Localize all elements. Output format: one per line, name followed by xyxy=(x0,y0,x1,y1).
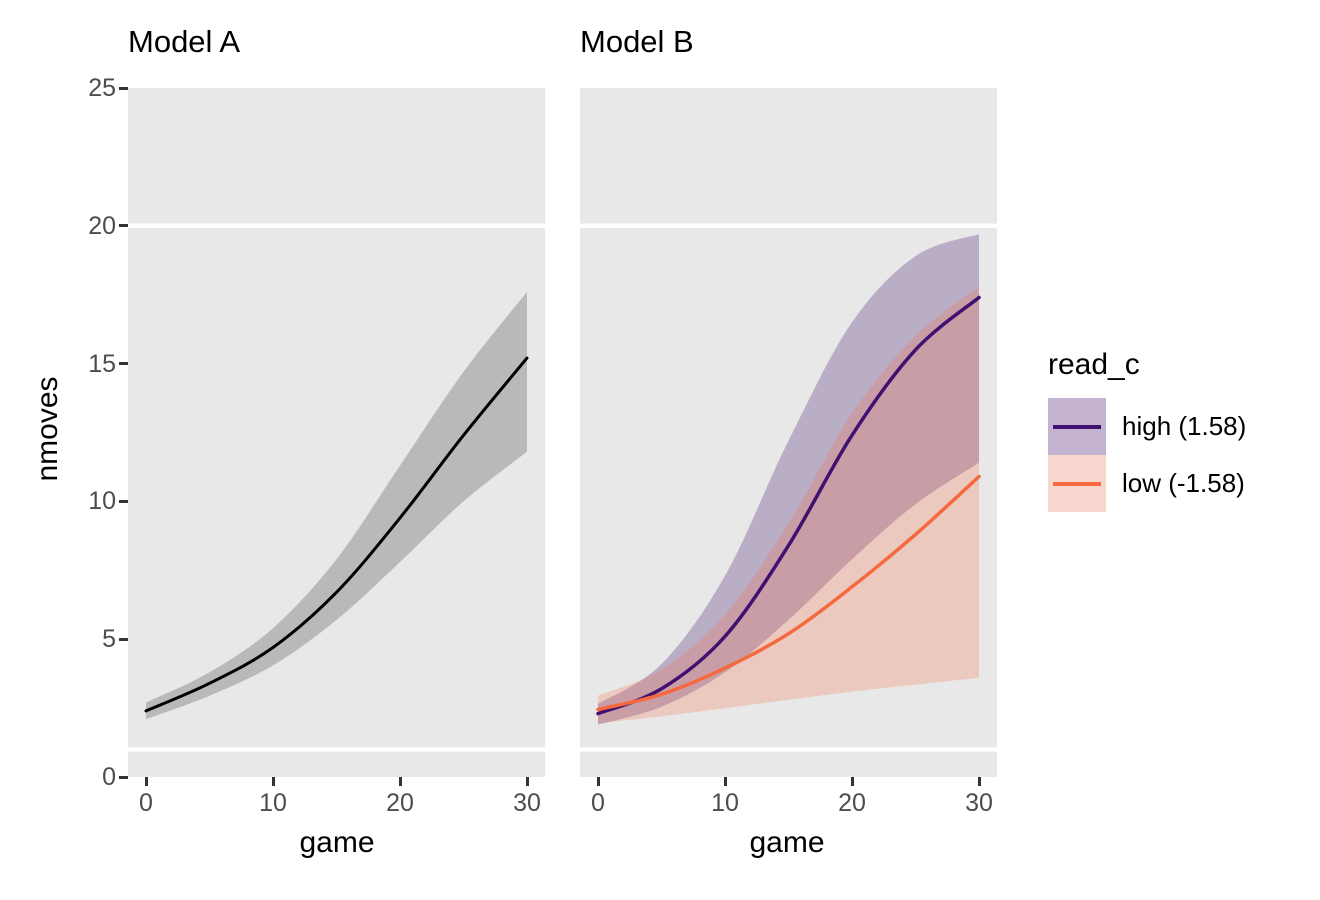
y-tick-mark-25 xyxy=(119,86,128,90)
fit-line-low-1-58- xyxy=(596,474,981,712)
legend-key-high-ribbon-swatch xyxy=(1048,398,1106,455)
x-tick-mark-10 xyxy=(271,777,275,786)
legend-label-high: high (1.58) xyxy=(1122,411,1247,441)
x-tick-label-0: 0 xyxy=(591,789,605,817)
y-tick-mark-15 xyxy=(119,362,128,366)
x-axis-title-panel-b: game xyxy=(749,826,825,859)
gridline-y-1 xyxy=(128,747,545,752)
legend-label-low: low (-1.58) xyxy=(1122,468,1245,498)
ribbon-fit xyxy=(146,291,527,720)
ribbon-low-1-58- xyxy=(598,286,979,724)
y-tick-label-10: 10 xyxy=(88,487,116,516)
legend: read_c high (1.58) low (-1.58) xyxy=(1048,348,1246,512)
x-tick-mark-30 xyxy=(977,777,981,786)
panel-b-title: Model B xyxy=(580,24,694,59)
x-tick-label-20: 20 xyxy=(386,789,414,817)
x-tick-mark-20 xyxy=(398,777,402,786)
legend-entry-low: low (-1.58) xyxy=(1048,455,1246,512)
x-tick-mark-0 xyxy=(144,777,148,786)
legend-key-low-ribbon-swatch xyxy=(1048,455,1106,512)
x-tick-mark-30 xyxy=(525,777,529,786)
gridline-y-20 xyxy=(580,223,997,228)
x-axis-title-panel-a: game xyxy=(299,826,375,859)
gridline-y-1 xyxy=(580,747,997,752)
panel-a-title: Model A xyxy=(128,24,241,59)
x-tick-label-30: 30 xyxy=(965,789,993,817)
legend-key-low-line xyxy=(1053,481,1101,486)
y-tick-mark-0 xyxy=(119,775,128,779)
y-tick-label-20: 20 xyxy=(88,211,116,240)
legend-title: read_c xyxy=(1048,348,1140,381)
gridline-y-20 xyxy=(128,223,545,228)
y-tick-mark-10 xyxy=(119,499,128,503)
x-tick-mark-10 xyxy=(723,777,727,786)
panel-model-b xyxy=(580,88,997,777)
y-tick-mark-20 xyxy=(119,224,128,228)
y-tick-label-0: 0 xyxy=(102,763,116,791)
x-tick-mark-0 xyxy=(596,777,600,786)
y-tick-label-25: 25 xyxy=(88,74,116,102)
x-tick-label-20: 20 xyxy=(838,789,866,817)
x-tick-label-0: 0 xyxy=(139,789,153,817)
x-tick-label-10: 10 xyxy=(259,789,287,817)
y-tick-label-5: 5 xyxy=(102,625,116,654)
x-tick-label-30: 30 xyxy=(513,789,541,817)
ribbon-high-1-58- xyxy=(598,234,979,725)
x-tick-label-10: 10 xyxy=(711,789,739,817)
panel-background xyxy=(580,88,997,777)
y-tick-label-15: 15 xyxy=(88,349,116,378)
x-tick-mark-20 xyxy=(850,777,854,786)
fit-line-high-1-58- xyxy=(596,295,981,716)
y-axis-title: nmoves xyxy=(31,376,64,482)
legend-entry-high: high (1.58) xyxy=(1048,398,1246,455)
fit-line-fit xyxy=(144,356,529,713)
panel-model-a xyxy=(128,88,545,777)
y-tick-mark-5 xyxy=(119,637,128,641)
legend-key-high-line xyxy=(1053,424,1101,429)
